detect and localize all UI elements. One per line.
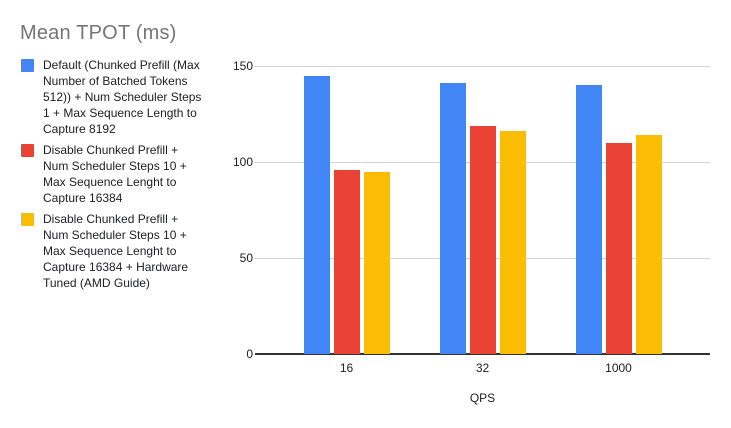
x-axis-line	[255, 353, 710, 355]
plot-area	[255, 66, 710, 355]
legend-swatch-icon	[21, 59, 34, 72]
bar	[499, 131, 526, 354]
legend-swatch-icon	[21, 144, 34, 157]
bar	[363, 171, 390, 354]
y-tick-label: 150	[232, 59, 253, 73]
legend-swatch-icon	[21, 213, 34, 226]
y-tick-label: 100	[232, 155, 253, 169]
bar-group	[439, 66, 526, 354]
bar	[635, 135, 662, 354]
bar-group	[575, 66, 662, 354]
bar	[439, 83, 466, 354]
legend-label: Disable Chunked Prefill + Num Scheduler …	[43, 212, 189, 290]
bar-group	[303, 66, 390, 354]
bar	[575, 85, 602, 354]
chart-title: Mean TPOT (ms)	[20, 22, 177, 44]
y-tick-label: 50	[239, 251, 253, 265]
legend-label: Disable Chunked Prefill + Num Scheduler …	[43, 143, 187, 205]
legend-item: Default (Chunked Prefill (Max Number of …	[20, 57, 220, 137]
x-tick-label: 32	[475, 361, 490, 375]
bar	[333, 169, 360, 354]
gridline	[255, 66, 710, 67]
x-tick-label: 1000	[605, 361, 632, 375]
bar	[303, 75, 330, 354]
bar	[469, 125, 496, 354]
legend-item: Disable Chunked Prefill + Num Scheduler …	[20, 142, 220, 206]
bar	[605, 142, 632, 354]
legend-label: Default (Chunked Prefill (Max Number of …	[43, 58, 202, 136]
legend-item: Disable Chunked Prefill + Num Scheduler …	[20, 211, 220, 291]
x-tick-label: 16	[339, 361, 354, 375]
legend: Default (Chunked Prefill (Max Number of …	[20, 57, 220, 296]
x-axis-title: QPS	[469, 391, 496, 405]
y-tick-label: 0	[246, 347, 253, 361]
